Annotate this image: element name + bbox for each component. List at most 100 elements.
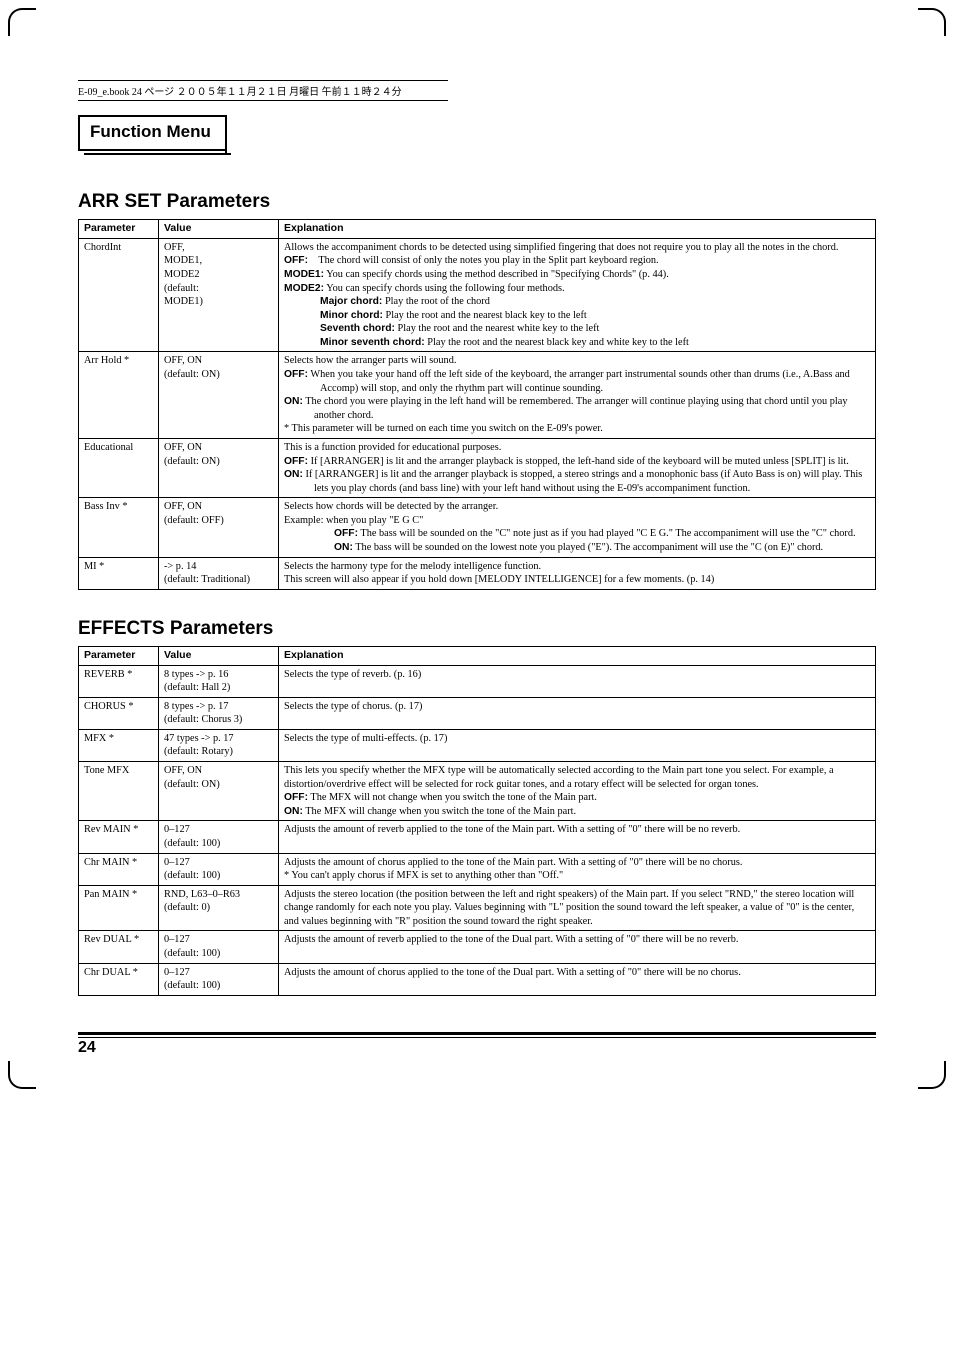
label-off: OFF: [284, 369, 308, 380]
cell-value: 0–127 (default: 100) [159, 821, 279, 853]
cell-param: Pan MAIN * [79, 885, 159, 931]
cell-explanation: This is a function provided for educatio… [279, 438, 876, 497]
cell-explanation: Allows the accompaniment chords to be de… [279, 238, 876, 352]
table-row: Rev DUAL * 0–127 (default: 100) Adjusts … [79, 931, 876, 963]
text-line: ON: The bass will be sounded on the lowe… [334, 541, 870, 555]
table-row: Tone MFX OFF, ON (default: ON) This lets… [79, 762, 876, 821]
text-line: Selects how chords will be detected by t… [284, 500, 870, 514]
th-explanation: Explanation [279, 220, 876, 239]
text-line: Major chord: Play the root of the chord [320, 295, 870, 309]
cell-param: Tone MFX [79, 762, 159, 821]
text-line: This lets you specify whether the MFX ty… [284, 764, 870, 791]
crop-mark-bl [8, 1061, 36, 1089]
crop-mark-tl [8, 8, 36, 36]
text-line: This screen will also appear if you hold… [284, 573, 870, 587]
text: The bass will be sounded on the lowest n… [355, 542, 823, 553]
text-line: ON: If [ARRANGER] is lit and the arrange… [284, 468, 870, 495]
table-header-row: Parameter Value Explanation [79, 220, 876, 239]
text-line: Selects how the arranger parts will soun… [284, 354, 870, 368]
arr-set-table: Parameter Value Explanation ChordInt OFF… [78, 219, 876, 590]
label-seventh: Seventh chord: [320, 323, 395, 334]
table-row: MI * -> p. 14 (default: Traditional) Sel… [79, 557, 876, 589]
function-menu-title: Function Menu [90, 122, 211, 141]
label-major: Major chord: [320, 296, 382, 307]
table-row: Rev MAIN * 0–127 (default: 100) Adjusts … [79, 821, 876, 853]
label-off: OFF: [284, 255, 308, 266]
text: The chord you were playing in the left h… [305, 396, 847, 421]
text-line: Selects the harmony type for the melody … [284, 560, 870, 574]
text-line: OFF: The bass will be sounded on the "C"… [334, 527, 870, 541]
table-row: Educational OFF, ON (default: ON) This i… [79, 438, 876, 497]
text-line: * You can't apply chorus if MFX is set t… [284, 869, 870, 883]
cell-param: REVERB * [79, 665, 159, 697]
text: Play the root and the nearest black key … [427, 337, 689, 348]
cell-param: ChordInt [79, 238, 159, 352]
cell-param: Rev MAIN * [79, 821, 159, 853]
th-explanation: Explanation [279, 646, 876, 665]
table-row: CHORUS * 8 types -> p. 17 (default: Chor… [79, 697, 876, 729]
text: Play the root and the nearest white key … [398, 323, 600, 334]
effects-table: Parameter Value Explanation REVERB * 8 t… [78, 646, 876, 996]
cell-value: 47 types -> p. 17 (default: Rotary) [159, 729, 279, 761]
label-on: ON: [284, 396, 303, 407]
label-off: OFF: [334, 528, 358, 539]
text-line: OFF: The MFX will not change when you sw… [284, 791, 870, 805]
text-line: * This parameter will be turned on each … [284, 422, 870, 436]
cell-value: RND, L63–0–R63 (default: 0) [159, 885, 279, 931]
text: If [ARRANGER] is lit and the arranger pl… [305, 469, 862, 494]
cell-param: Arr Hold * [79, 352, 159, 438]
label-minor-seventh: Minor seventh chord: [320, 337, 425, 348]
cell-value: -> p. 14 (default: Traditional) [159, 557, 279, 589]
cell-param: CHORUS * [79, 697, 159, 729]
cell-explanation: Selects how the arranger parts will soun… [279, 352, 876, 438]
text: If [ARRANGER] is lit and the arranger pl… [311, 456, 849, 467]
text-line: Minor chord: Play the root and the neare… [320, 309, 870, 323]
cell-value: OFF, ON (default: ON) [159, 352, 279, 438]
text-line: MODE2: You can specify chords using the … [284, 282, 870, 296]
cell-explanation: Adjusts the amount of chorus applied to … [279, 853, 876, 885]
arr-set-heading: ARR SET Parameters [78, 191, 876, 213]
table-row: Bass Inv * OFF, ON (default: OFF) Select… [79, 498, 876, 557]
cell-value: 0–127 (default: 100) [159, 853, 279, 885]
text: The MFX will change when you switch the … [305, 806, 576, 817]
text-line: OFF: The chord will consist of only the … [284, 254, 870, 268]
label-off: OFF: [284, 792, 308, 803]
cell-explanation: Selects the harmony type for the melody … [279, 557, 876, 589]
cell-param: Rev DUAL * [79, 931, 159, 963]
text: The MFX will not change when you switch … [310, 792, 597, 803]
text-line: MODE1: You can specify chords using the … [284, 268, 870, 282]
text-line: ON: The chord you were playing in the le… [284, 395, 870, 422]
cell-explanation: Selects the type of reverb. (p. 16) [279, 665, 876, 697]
text: Play the root of the chord [385, 296, 490, 307]
print-header: E-09_e.book 24 ページ ２００５年１１月２１日 月曜日 午前１１時… [78, 80, 448, 101]
cell-value: 0–127 (default: 100) [159, 963, 279, 995]
text-line: Adjusts the amount of chorus applied to … [284, 856, 870, 870]
text: The bass will be sounded on the "C" note… [360, 528, 855, 539]
text: The chord will consist of only the notes… [318, 255, 658, 266]
cell-explanation: Adjusts the stereo location (the positio… [279, 885, 876, 931]
text: You can specify chords using the method … [326, 269, 669, 280]
table-row: ChordInt OFF, MODE1, MODE2 (default: MOD… [79, 238, 876, 352]
crop-mark-br [918, 1061, 946, 1089]
cell-value: OFF, ON (default: ON) [159, 438, 279, 497]
effects-heading: EFFECTS Parameters [78, 618, 876, 640]
cell-explanation: Selects how chords will be detected by t… [279, 498, 876, 557]
cell-value: 8 types -> p. 17 (default: Chorus 3) [159, 697, 279, 729]
text: When you take your hand off the left sid… [310, 369, 849, 394]
function-menu-box: Function Menu [78, 115, 227, 151]
cell-value: OFF, ON (default: ON) [159, 762, 279, 821]
text: You can specify chords using the followi… [326, 283, 564, 294]
cell-param: Chr DUAL * [79, 963, 159, 995]
table-row: Chr MAIN * 0–127 (default: 100) Adjusts … [79, 853, 876, 885]
cell-value: 8 types -> p. 16 (default: Hall 2) [159, 665, 279, 697]
cell-explanation: This lets you specify whether the MFX ty… [279, 762, 876, 821]
table-row: Arr Hold * OFF, ON (default: ON) Selects… [79, 352, 876, 438]
text-line: OFF: When you take your hand off the lef… [284, 368, 870, 395]
cell-explanation: Adjusts the amount of chorus applied to … [279, 963, 876, 995]
text-line: ON: The MFX will change when you switch … [284, 805, 870, 819]
cell-explanation: Selects the type of multi-effects. (p. 1… [279, 729, 876, 761]
cell-explanation: Selects the type of chorus. (p. 17) [279, 697, 876, 729]
text-line: This is a function provided for educatio… [284, 441, 870, 455]
label-mode1: MODE1: [284, 269, 324, 280]
table-row: REVERB * 8 types -> p. 16 (default: Hall… [79, 665, 876, 697]
